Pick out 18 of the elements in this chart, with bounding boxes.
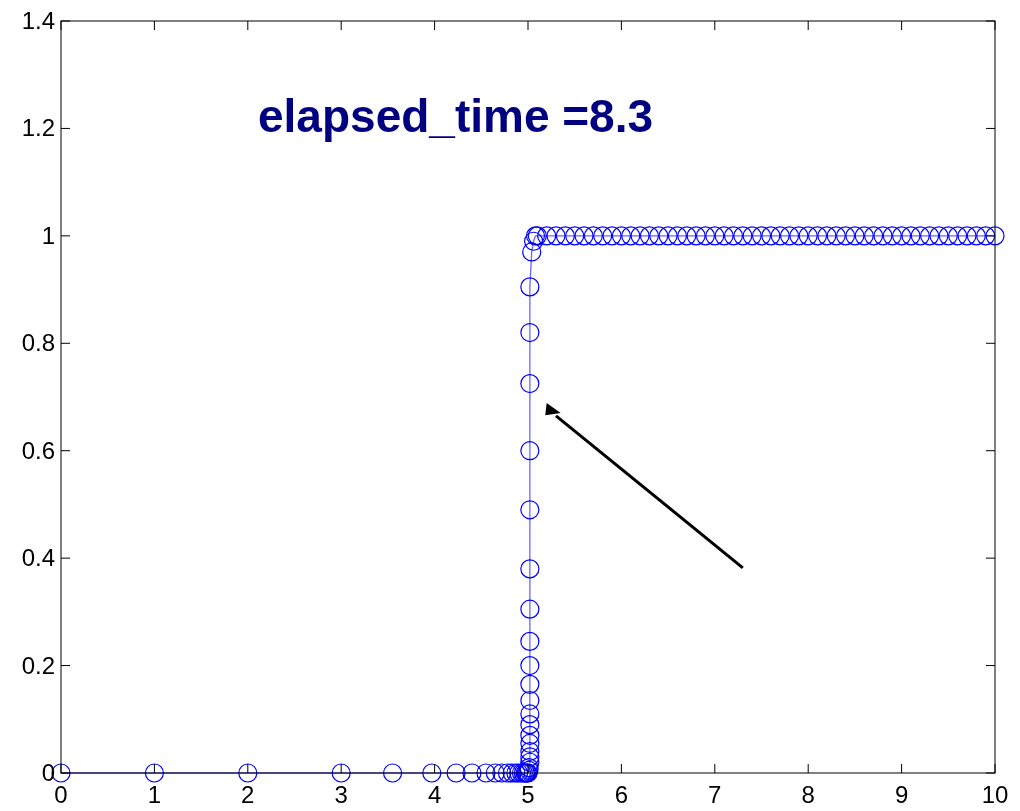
annotation: elapsed_time =8.3	[258, 90, 654, 142]
y-tick-label: 1.2	[21, 114, 55, 142]
y-tick-label: 0.2	[21, 651, 55, 679]
x-tick-label: 6	[614, 781, 629, 808]
x-tick-label: 10	[981, 781, 1009, 808]
y-tick-label: 0.6	[21, 436, 55, 464]
x-tick-label: 1	[147, 781, 162, 808]
y-tick-label: 0.4	[21, 544, 55, 572]
x-tick-label: 7	[708, 781, 722, 808]
y-tick-label: 0.8	[21, 329, 55, 357]
y-tick-label: 1	[41, 221, 55, 249]
x-tick-label: 9	[894, 781, 909, 808]
x-tick-label: 4	[427, 781, 442, 808]
x-tick-label: 5	[521, 781, 535, 808]
x-tick-label: 2	[241, 781, 255, 808]
y-tick-label: 1.4	[21, 7, 55, 34]
x-tick-label: 8	[801, 781, 815, 808]
x-tick-label: 3	[334, 781, 348, 808]
